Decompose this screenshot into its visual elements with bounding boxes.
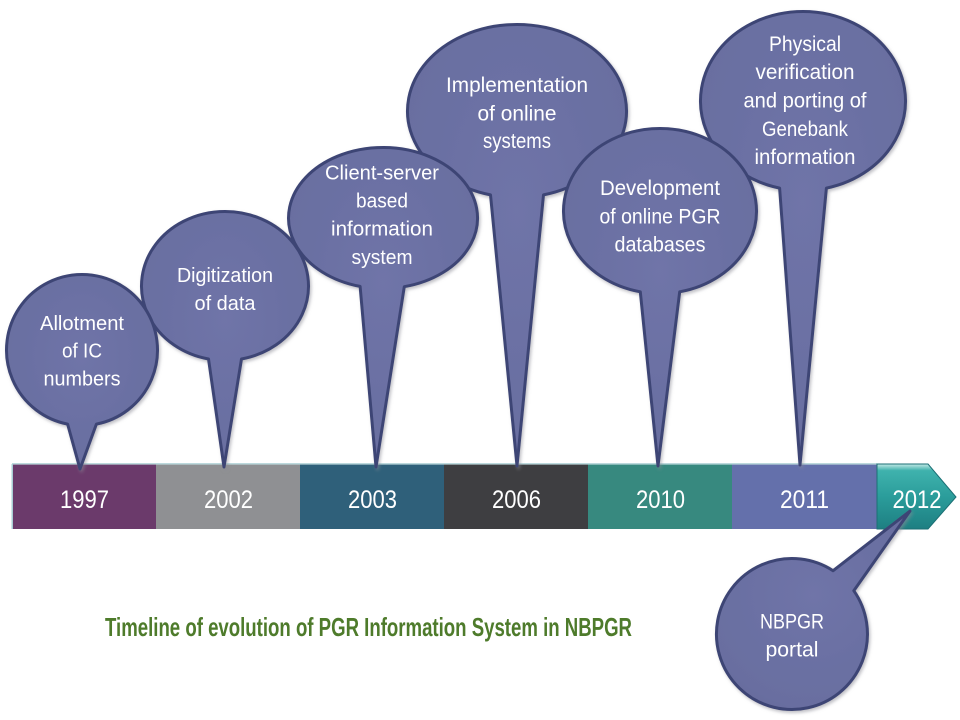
- svg-text:information: information: [755, 145, 856, 169]
- svg-text:2012: 2012: [893, 486, 942, 514]
- svg-text:of online: of online: [478, 102, 557, 126]
- svg-text:Client-server: Client-server: [325, 162, 439, 185]
- svg-text:2003: 2003: [348, 486, 397, 514]
- svg-text:2006: 2006: [492, 486, 541, 514]
- svg-text:2010: 2010: [636, 486, 685, 514]
- svg-text:Digitization: Digitization: [177, 265, 273, 287]
- svg-text:2002: 2002: [204, 486, 253, 514]
- svg-text:databases: databases: [615, 233, 706, 257]
- svg-text:Implementation: Implementation: [446, 73, 588, 97]
- svg-text:Physical: Physical: [769, 32, 841, 56]
- svg-text:systems: systems: [483, 129, 551, 153]
- svg-text:based: based: [356, 190, 408, 213]
- svg-text:of online PGR: of online PGR: [600, 205, 721, 229]
- svg-text:1997: 1997: [60, 486, 109, 514]
- svg-text:system: system: [352, 246, 413, 269]
- svg-text:information: information: [331, 218, 433, 241]
- svg-text:Allotment: Allotment: [40, 313, 124, 335]
- svg-text:of IC: of IC: [62, 341, 102, 363]
- svg-text:of data: of data: [195, 293, 257, 315]
- svg-text:portal: portal: [766, 638, 819, 662]
- svg-text:2011: 2011: [780, 486, 829, 514]
- svg-text:Development: Development: [600, 176, 720, 200]
- svg-text:Genebank: Genebank: [762, 117, 848, 141]
- svg-text:numbers: numbers: [44, 369, 121, 391]
- svg-text:Timeline of evolution of PGR I: Timeline of evolution of PGR Information…: [105, 612, 632, 642]
- svg-text:verification: verification: [756, 60, 855, 84]
- svg-text:and porting of: and porting of: [744, 89, 867, 113]
- svg-text:NBPGR: NBPGR: [760, 610, 824, 634]
